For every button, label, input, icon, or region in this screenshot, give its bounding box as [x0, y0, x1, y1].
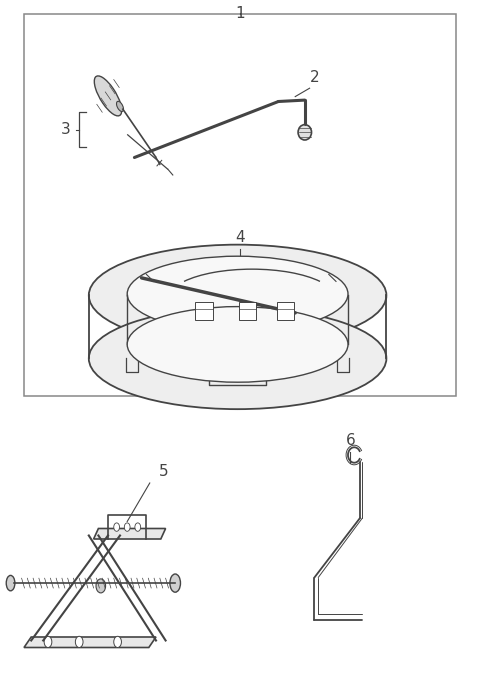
Polygon shape [94, 528, 166, 539]
Circle shape [114, 523, 120, 531]
Bar [277, 302, 294, 320]
Text: 3: 3 [61, 122, 71, 137]
Text: 6: 6 [346, 433, 355, 448]
Ellipse shape [117, 102, 123, 111]
Polygon shape [24, 637, 156, 648]
Ellipse shape [127, 256, 348, 332]
Ellipse shape [94, 76, 122, 116]
Circle shape [114, 636, 121, 648]
Circle shape [124, 523, 130, 531]
Ellipse shape [89, 308, 386, 409]
Ellipse shape [170, 574, 180, 592]
Circle shape [135, 523, 141, 531]
Bar [239, 302, 256, 320]
Circle shape [96, 579, 106, 593]
Text: 5: 5 [158, 465, 168, 480]
Ellipse shape [89, 244, 386, 346]
Text: 1: 1 [235, 6, 245, 20]
Circle shape [75, 636, 83, 648]
Bar [195, 302, 213, 320]
Bar [24, 14, 456, 395]
Ellipse shape [6, 575, 15, 591]
Ellipse shape [298, 125, 312, 140]
Text: 2: 2 [310, 71, 319, 85]
Ellipse shape [127, 307, 348, 382]
Text: 4: 4 [235, 230, 245, 245]
Circle shape [44, 636, 52, 648]
